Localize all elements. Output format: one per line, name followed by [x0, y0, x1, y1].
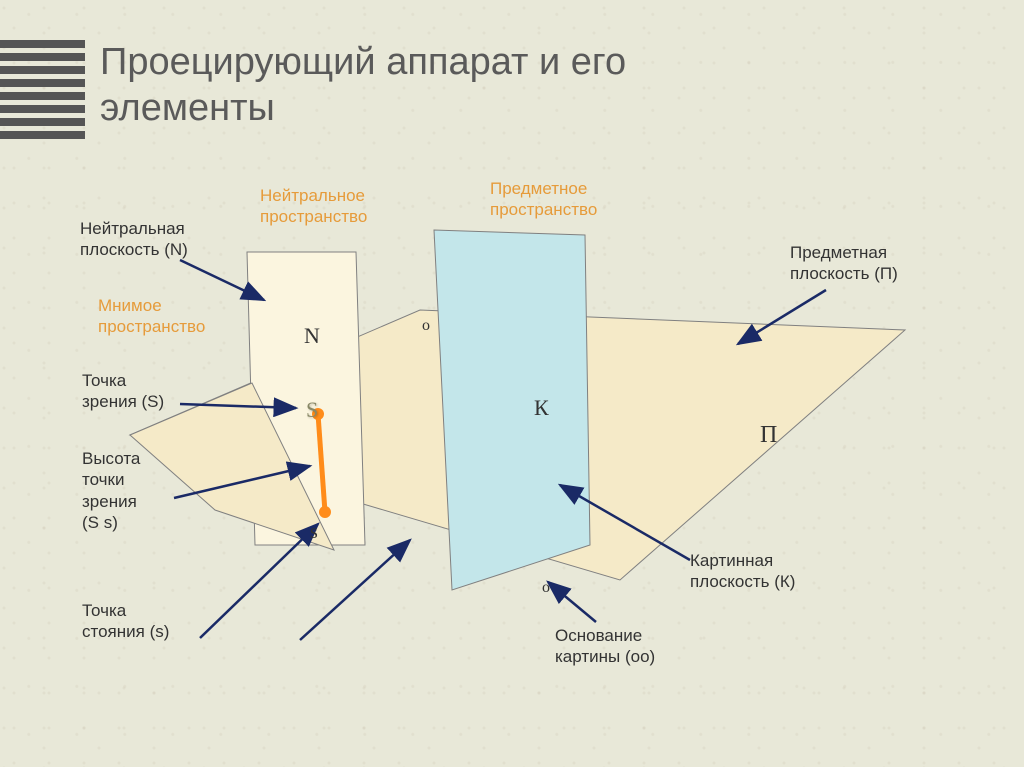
- text: точки: [82, 469, 140, 490]
- letter-N: N: [304, 322, 320, 350]
- text: пространство: [98, 316, 205, 337]
- text: (S s): [82, 512, 140, 533]
- picture-plane-shape: [434, 230, 590, 590]
- text: зрения: [82, 491, 140, 512]
- text: Картинная: [690, 550, 795, 571]
- text: Предметное: [490, 178, 597, 199]
- text: Высота: [82, 448, 140, 469]
- text: Точка: [82, 600, 169, 621]
- label-neutral-space: Нейтральное пространство: [260, 185, 367, 228]
- text: зрения (S): [82, 391, 164, 412]
- label-picture-plane: Картинная плоскость (К): [690, 550, 795, 593]
- text: пространство: [490, 199, 597, 220]
- label-neutral-plane: Нейтральная плоскость (N): [80, 218, 188, 261]
- label-point-view: Точка зрения (S): [82, 370, 164, 413]
- text: стояния (s): [82, 621, 169, 642]
- text: плоскость (К): [690, 571, 795, 592]
- letter-o1: о: [422, 316, 430, 336]
- letter-S: S: [306, 396, 318, 424]
- label-object-plane: Предметная плоскость (П): [790, 242, 898, 285]
- label-object-space: Предметное пространство: [490, 178, 597, 221]
- S-point-bottom: [319, 506, 331, 518]
- label-imaginary-space: Мнимое пространство: [98, 295, 205, 338]
- label-picture-base: Основание картины (oo): [555, 625, 655, 668]
- letter-s-lower: s: [310, 520, 318, 545]
- label-standing-point: Точка стояния (s): [82, 600, 169, 643]
- text: плоскость (N): [80, 239, 188, 260]
- text: Мнимое: [98, 295, 205, 316]
- letter-K: К: [534, 394, 549, 422]
- text: картины (oo): [555, 646, 655, 667]
- text: Нейтральная: [80, 218, 188, 239]
- label-height-view: Высота точки зрения (S s): [82, 448, 140, 533]
- letter-o2: о: [542, 578, 550, 598]
- text: плоскость (П): [790, 263, 898, 284]
- text: Основание: [555, 625, 655, 646]
- text: Предметная: [790, 242, 898, 263]
- text: пространство: [260, 206, 367, 227]
- text: Нейтральное: [260, 185, 367, 206]
- text: Точка: [82, 370, 164, 391]
- letter-P: П: [760, 420, 777, 450]
